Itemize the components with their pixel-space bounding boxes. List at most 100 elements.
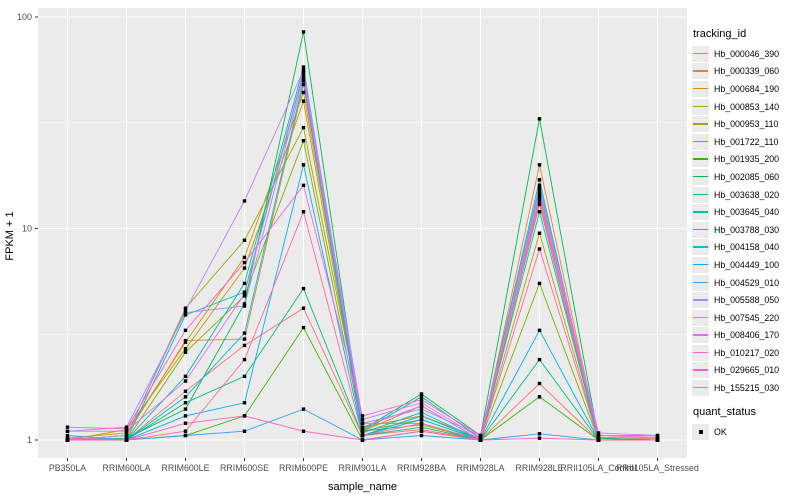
legend-items-tracking-id: Hb_000046_390 Hb_000339_060 Hb_000684_190 H… — [692, 45, 800, 397]
x-tick-label: RRIM928LA — [457, 463, 505, 473]
legend-key-line — [693, 351, 708, 354]
data-point — [242, 302, 247, 306]
data-point — [183, 374, 188, 379]
data-point — [360, 433, 365, 438]
data-point — [301, 163, 306, 167]
data-point — [183, 340, 188, 344]
legend: tracking_id Hb_000046_390 Hb_000339_060 Hb… — [692, 28, 800, 440]
legend-key-line — [693, 123, 708, 125]
legend-item: Hb_002085_060 — [692, 168, 800, 186]
data-point — [183, 421, 188, 425]
data-point — [537, 328, 542, 333]
data-point — [537, 281, 542, 286]
data-point — [537, 178, 542, 182]
data-point — [596, 438, 601, 442]
legend-key-swatch — [692, 256, 709, 273]
x-tick-label: RRIM600PE — [279, 463, 328, 473]
data-point — [419, 398, 424, 402]
data-point — [537, 183, 542, 188]
legend-key-line — [693, 158, 708, 160]
legend-item: Hb_004158_040 — [692, 239, 800, 257]
data-point — [537, 357, 542, 362]
data-point — [655, 438, 660, 442]
data-point — [537, 195, 542, 200]
legend-key-swatch — [692, 327, 709, 344]
data-point — [537, 189, 542, 193]
data-point — [183, 395, 188, 399]
data-point — [360, 414, 365, 418]
legend-key-swatch — [692, 274, 709, 291]
legend-item-label: Hb_029665_010 — [714, 365, 780, 376]
data-point — [301, 210, 306, 214]
data-point — [360, 438, 365, 442]
data-point — [419, 404, 424, 408]
y-tick-label: 100 — [17, 12, 32, 22]
data-point — [655, 433, 660, 438]
legend-key-swatch — [692, 204, 709, 221]
legend-key-line — [693, 334, 708, 336]
data-point — [124, 427, 129, 431]
legend-item-label: Hb_001722_110 — [714, 136, 779, 147]
legend-key-swatch — [692, 151, 709, 168]
legend-key-line — [693, 52, 708, 55]
data-point — [183, 429, 188, 433]
x-axis-title: sample_name — [327, 481, 398, 493]
legend-item: Hb_003638_020 — [692, 186, 800, 204]
data-point — [242, 292, 247, 296]
data-point — [537, 395, 542, 399]
data-point — [183, 407, 188, 411]
data-point — [242, 343, 247, 348]
data-point — [537, 231, 542, 235]
data-point — [301, 183, 306, 188]
data-point — [301, 306, 306, 310]
legend-key-swatch — [692, 63, 709, 80]
x-tick-label: RRIM928LE — [516, 463, 564, 473]
data-point — [124, 429, 129, 433]
legend-key-line — [693, 369, 708, 371]
data-point — [301, 407, 306, 411]
data-point — [537, 247, 542, 251]
data-point — [537, 186, 542, 190]
data-point — [537, 432, 542, 436]
legend-item-label: Hb_005588_050 — [714, 295, 780, 306]
data-point — [183, 310, 188, 315]
data-point — [537, 436, 542, 440]
legend-item-label: Hb_007545_220 — [714, 312, 780, 323]
data-point — [65, 433, 70, 438]
data-point — [360, 421, 365, 425]
data-point — [537, 163, 542, 167]
data-point — [242, 281, 247, 286]
data-point — [360, 431, 365, 435]
y-tick-label: 10 — [22, 224, 32, 234]
legend-item: Hb_008406_170 — [692, 327, 800, 345]
x-tick-label: RRII105LA_Stressed — [616, 463, 699, 473]
quant-status-key — [692, 423, 709, 440]
data-point — [360, 425, 365, 429]
legend-key-swatch — [692, 116, 709, 133]
legend-item-label: Hb_010217_020 — [714, 347, 780, 358]
x-tick-label: PB350LA — [49, 463, 86, 473]
data-point — [301, 286, 306, 291]
data-point — [242, 294, 247, 298]
data-point — [419, 410, 424, 415]
data-point — [242, 357, 247, 362]
data-point — [301, 82, 306, 87]
legend-key-swatch — [692, 344, 709, 361]
legend-key-line — [693, 263, 708, 266]
legend-key-line — [693, 70, 708, 72]
legend-item-label: Hb_001935_200 — [714, 154, 780, 165]
x-tick-label: RRIM928BA — [397, 463, 446, 473]
legend-item-label: Hb_004449_100 — [714, 259, 780, 270]
legend-item-label: Hb_000339_060 — [714, 66, 780, 77]
data-point — [242, 238, 247, 242]
legend-item: Hb_000339_060 — [692, 63, 800, 81]
data-point — [242, 266, 247, 270]
legend-key-swatch — [692, 186, 709, 203]
legend-item-label: Hb_000684_190 — [714, 83, 780, 94]
legend-key-swatch — [692, 380, 709, 397]
legend-key-swatch — [692, 309, 709, 326]
data-point — [419, 395, 424, 399]
data-point — [65, 425, 70, 429]
